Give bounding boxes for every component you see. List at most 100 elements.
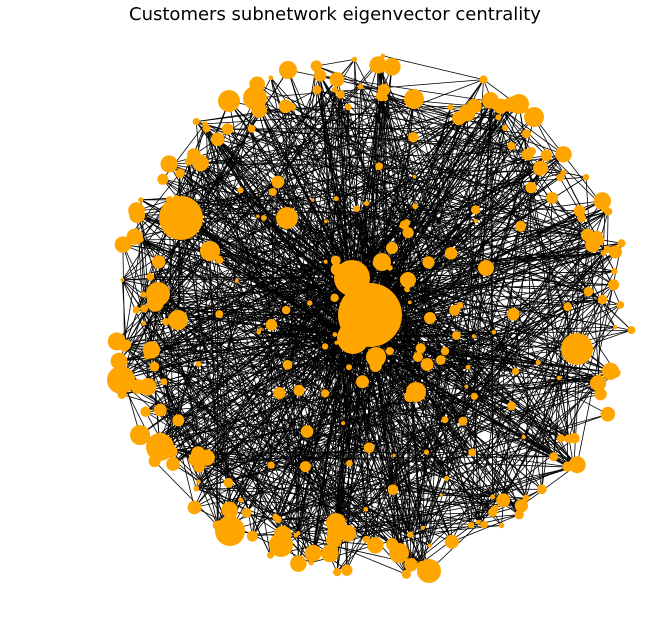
- network-edge: [382, 55, 484, 80]
- network-edge: [158, 261, 280, 394]
- network-edge: [169, 79, 484, 200]
- network-node: [515, 220, 526, 232]
- network-node: [392, 453, 396, 458]
- network-node: [282, 360, 293, 370]
- network-node: [337, 322, 369, 354]
- network-node: [293, 384, 305, 396]
- network-node: [234, 278, 239, 283]
- network-node: [363, 506, 369, 512]
- network-node: [493, 98, 509, 114]
- network-edge: [162, 179, 453, 543]
- network-edge: [502, 187, 532, 501]
- network-node: [267, 461, 275, 469]
- network-node: [408, 132, 419, 143]
- network-node: [479, 75, 488, 84]
- network-node: [120, 277, 125, 282]
- network-edge: [151, 349, 393, 545]
- network-edge: [310, 249, 608, 563]
- network-node: [149, 361, 160, 372]
- network-node: [353, 205, 361, 213]
- network-node: [215, 516, 245, 546]
- network-node: [326, 513, 346, 533]
- network-node: [145, 346, 151, 353]
- network-node: [402, 227, 414, 239]
- network-node: [326, 532, 342, 549]
- network-edge: [252, 466, 574, 537]
- network-edge: [351, 209, 476, 279]
- network-edge: [351, 235, 598, 279]
- network-edge: [195, 277, 353, 460]
- network-edge: [155, 133, 527, 304]
- network-node: [604, 207, 613, 216]
- network-node: [387, 484, 399, 496]
- network-node: [441, 416, 449, 424]
- network-node: [126, 228, 143, 245]
- network-edge: [285, 105, 599, 379]
- network-node: [444, 475, 450, 481]
- network-edge: [258, 331, 616, 374]
- network-node: [627, 326, 636, 335]
- network-edge: [140, 239, 337, 524]
- network-node: [490, 494, 496, 500]
- network-edge: [157, 293, 504, 501]
- network-node: [404, 286, 410, 293]
- network-edge: [450, 253, 457, 336]
- network-edge: [121, 337, 354, 395]
- network-edge: [316, 59, 355, 67]
- network-node: [617, 239, 626, 248]
- network-edge: [180, 217, 441, 361]
- network-node: [362, 535, 370, 544]
- network-node: [311, 198, 315, 202]
- network-edge: [157, 106, 293, 295]
- network-edge: [168, 98, 415, 165]
- network-node: [246, 530, 258, 542]
- network-node: [522, 494, 530, 502]
- network-node: [210, 132, 225, 147]
- network-node: [568, 456, 586, 474]
- network-edge: [196, 121, 476, 211]
- network-edge: [369, 314, 554, 458]
- network-edge: [295, 89, 318, 536]
- network-node: [114, 236, 132, 253]
- network-edge: [520, 226, 617, 374]
- network-edge: [146, 128, 228, 357]
- network-edge: [334, 89, 614, 286]
- network-node: [192, 118, 200, 126]
- network-node: [221, 123, 234, 135]
- network-node: [363, 442, 375, 454]
- network-edge: [347, 106, 447, 479]
- network-edge: [287, 69, 353, 279]
- network-node: [471, 205, 481, 215]
- network-node: [160, 155, 178, 173]
- network-node: [507, 401, 516, 411]
- network-node: [260, 215, 267, 221]
- network-node: [336, 90, 345, 99]
- network-edge: [298, 390, 349, 534]
- network-edge: [500, 105, 533, 152]
- network-node: [202, 124, 211, 133]
- network-node: [196, 479, 201, 485]
- network-edge: [282, 525, 502, 536]
- network-edge: [378, 166, 616, 253]
- network-edge: [169, 199, 520, 515]
- network-node: [608, 279, 620, 291]
- network-edge: [384, 97, 475, 107]
- network-edge: [179, 173, 447, 479]
- network-edge: [336, 133, 527, 199]
- network-edge: [346, 155, 547, 571]
- network-node: [470, 392, 478, 400]
- network-node: [314, 69, 327, 82]
- network-edge: [206, 457, 312, 563]
- network-node: [590, 375, 607, 392]
- network-node: [344, 103, 352, 111]
- network-edge: [122, 279, 231, 532]
- network-node: [389, 543, 409, 563]
- network-edge: [143, 323, 376, 546]
- network-node: [556, 173, 565, 182]
- network-edge: [351, 220, 476, 279]
- network-node: [152, 255, 166, 269]
- network-node: [514, 499, 529, 513]
- network-node: [423, 449, 430, 455]
- network-edge: [196, 420, 463, 489]
